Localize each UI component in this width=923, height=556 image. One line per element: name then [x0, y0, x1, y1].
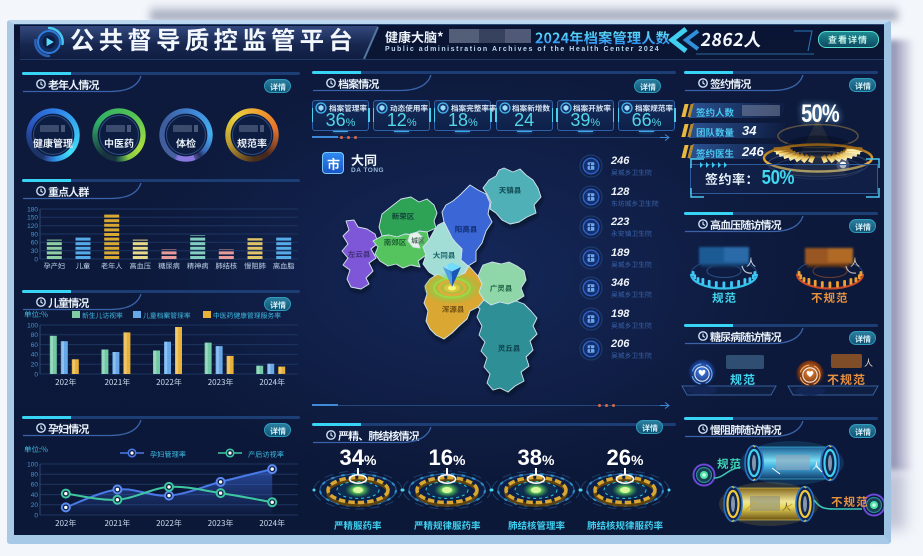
svg-text:0: 0: [34, 371, 38, 378]
svg-text:0: 0: [34, 512, 38, 519]
svg-text:40: 40: [31, 492, 39, 499]
svg-text:0: 0: [34, 256, 38, 263]
svg-text:150: 150: [27, 215, 38, 222]
svg-text:60: 60: [31, 240, 39, 247]
svg-text:180: 180: [27, 206, 38, 213]
svg-text:80: 80: [31, 472, 39, 479]
svg-text:60: 60: [31, 482, 39, 489]
svg-text:90: 90: [31, 231, 39, 238]
svg-text:40: 40: [31, 352, 39, 359]
svg-text:30: 30: [31, 248, 39, 255]
svg-text:120: 120: [27, 223, 38, 230]
svg-text:20: 20: [31, 502, 39, 509]
svg-text:60: 60: [31, 342, 39, 349]
svg-text:100: 100: [27, 322, 38, 329]
svg-text:100: 100: [27, 461, 38, 468]
svg-text:80: 80: [31, 332, 39, 339]
svg-text:20: 20: [31, 362, 39, 369]
